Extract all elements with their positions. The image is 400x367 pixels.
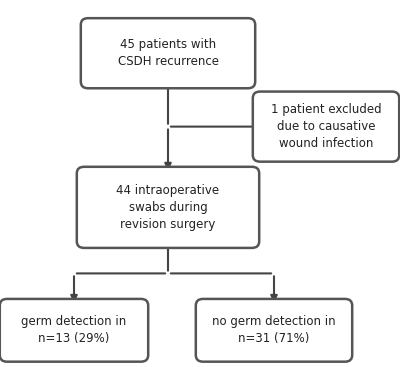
Text: 44 intraoperative
swabs during
revision surgery: 44 intraoperative swabs during revision … [116,184,220,231]
FancyBboxPatch shape [81,18,255,88]
FancyBboxPatch shape [0,299,148,362]
Text: 45 patients with
CSDH recurrence: 45 patients with CSDH recurrence [118,38,218,68]
Text: 1 patient excluded
due to causative
wound infection: 1 patient excluded due to causative woun… [271,103,381,150]
FancyBboxPatch shape [253,92,399,161]
Text: germ detection in
n=13 (29%): germ detection in n=13 (29%) [21,315,127,345]
Text: no germ detection in
n=31 (71%): no germ detection in n=31 (71%) [212,315,336,345]
FancyBboxPatch shape [77,167,259,248]
FancyBboxPatch shape [196,299,352,362]
